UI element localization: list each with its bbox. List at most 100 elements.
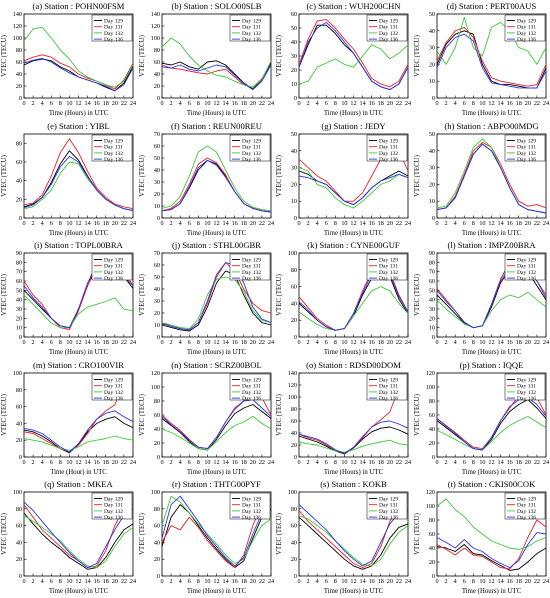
legend-label: Day 132 xyxy=(104,509,123,515)
x-tick-label: 10 xyxy=(479,100,485,107)
chart-title: (m) Station : CRO100VIR xyxy=(33,360,124,370)
series-line xyxy=(23,57,134,92)
y-axis-label: VTEC (TECU) xyxy=(414,155,421,197)
x-tick-label: 20 xyxy=(387,459,393,466)
x-axis-label: Time (Hours) in UTC xyxy=(186,588,246,595)
legend-box xyxy=(91,253,133,281)
x-tick-label: 0 xyxy=(160,100,163,107)
y-tick-label: 50 xyxy=(428,11,434,18)
legend-label: Day 132 xyxy=(104,150,123,156)
series-line xyxy=(436,498,546,551)
legend-label: Day 136 xyxy=(104,157,123,163)
y-tick-label: 50 xyxy=(428,288,434,295)
y-tick-label: 0 xyxy=(156,95,159,102)
y-tick-label: 0 xyxy=(19,573,22,580)
x-tick-label: 24 xyxy=(405,339,411,346)
legend-label: Day 132 xyxy=(104,390,123,396)
legend-label: Day 131 xyxy=(104,503,123,509)
x-tick-label: 8 xyxy=(334,459,337,466)
series-line xyxy=(23,515,134,569)
y-axis-label: VTEC (TECU) xyxy=(139,35,146,77)
x-tick-label: 2 xyxy=(307,220,310,227)
y-tick-label: 40 xyxy=(153,71,159,78)
legend-label: Day 136 xyxy=(379,276,398,282)
x-tick-label: 24 xyxy=(130,220,136,227)
x-axis-label: Time (Hours) in UTC xyxy=(186,230,246,237)
x-tick-label: 4 xyxy=(453,339,456,346)
x-tick-label: 22 xyxy=(121,459,127,466)
x-tick-label: 22 xyxy=(533,578,539,585)
x-tick-label: 12 xyxy=(350,100,356,107)
legend-label: Day 131 xyxy=(104,264,123,270)
series-line xyxy=(436,415,546,451)
x-tick-label: 12 xyxy=(75,339,81,346)
y-tick-label: 0 xyxy=(19,454,22,461)
legend-label: Day 136 xyxy=(242,396,261,402)
legend-label: Day 129 xyxy=(242,138,261,144)
y-tick-label: 60 xyxy=(16,403,22,410)
x-tick-label: 22 xyxy=(121,100,127,107)
legend-label: Day 129 xyxy=(517,258,536,264)
legend-box xyxy=(229,134,270,161)
y-tick-label: 80 xyxy=(291,506,297,513)
x-tick-label: 10 xyxy=(66,100,72,107)
x-tick-label: 0 xyxy=(435,220,438,227)
y-tick-label: 80 xyxy=(428,398,434,405)
y-tick-label: 20 xyxy=(16,437,22,444)
x-tick-label: 20 xyxy=(524,100,530,107)
x-tick-label: 4 xyxy=(453,100,456,107)
legend-label: Day 132 xyxy=(517,390,536,396)
series-line xyxy=(161,504,271,569)
x-tick-label: 6 xyxy=(325,220,328,227)
series-line xyxy=(436,291,546,329)
legend-label: Day 131 xyxy=(104,25,123,31)
y-tick-label: 10 xyxy=(291,81,297,88)
x-tick-label: 10 xyxy=(341,339,347,346)
legend-label: Day 129 xyxy=(242,258,261,264)
legend-label: Day 129 xyxy=(379,377,398,383)
chart-title: (l) Station : IMPZ00BRA xyxy=(447,240,536,250)
x-tick-label: 16 xyxy=(369,220,375,227)
series-line xyxy=(23,155,134,211)
x-tick-label: 4 xyxy=(41,459,44,466)
x-tick-label: 0 xyxy=(160,339,163,346)
chart-title: (k) Station : CYNE00GUF xyxy=(307,240,400,250)
x-tick-label: 12 xyxy=(213,339,219,346)
y-tick-label: 40 xyxy=(16,540,22,547)
x-tick-label: 14 xyxy=(497,100,503,107)
x-axis-label: Time (Hours) in UTC xyxy=(461,349,521,356)
series-line xyxy=(298,173,409,205)
series-line xyxy=(298,21,409,91)
x-tick-label: 10 xyxy=(66,339,72,346)
chart-title: (j) Station : STHL00GBR xyxy=(171,240,260,250)
legend-label: Day 129 xyxy=(517,19,536,25)
legend-label: Day 136 xyxy=(517,276,536,282)
y-tick-label: 20 xyxy=(291,317,297,324)
x-tick-label: 0 xyxy=(160,220,163,227)
series-line xyxy=(298,504,409,567)
x-tick-label: 12 xyxy=(350,578,356,585)
y-tick-label: 100 xyxy=(150,35,159,42)
y-tick-label: 60 xyxy=(291,284,297,291)
x-tick-label: 14 xyxy=(222,339,228,346)
x-tick-label: 10 xyxy=(204,220,210,227)
x-tick-label: 4 xyxy=(453,220,456,227)
legend-label: Day 132 xyxy=(242,150,261,156)
legend-box xyxy=(229,373,270,401)
y-axis-label: VTEC (TECU) xyxy=(414,35,421,77)
series-line xyxy=(161,276,271,330)
legend-label: Day 136 xyxy=(104,515,123,521)
y-tick-label: 100 xyxy=(150,384,159,391)
x-tick-label: 8 xyxy=(59,459,62,466)
x-tick-label: 4 xyxy=(41,339,44,346)
chart-panel: (h) Station : ABPO00MDG 0 2 4 6 8 10 12 14 16 18 20… xyxy=(413,120,550,239)
x-tick-label: 4 xyxy=(316,100,319,107)
legend-label: Day 132 xyxy=(379,150,398,156)
series-line xyxy=(161,415,271,451)
x-tick-label: 8 xyxy=(59,578,62,585)
x-tick-label: 6 xyxy=(462,578,465,585)
y-tick-label: 60 xyxy=(428,278,434,285)
